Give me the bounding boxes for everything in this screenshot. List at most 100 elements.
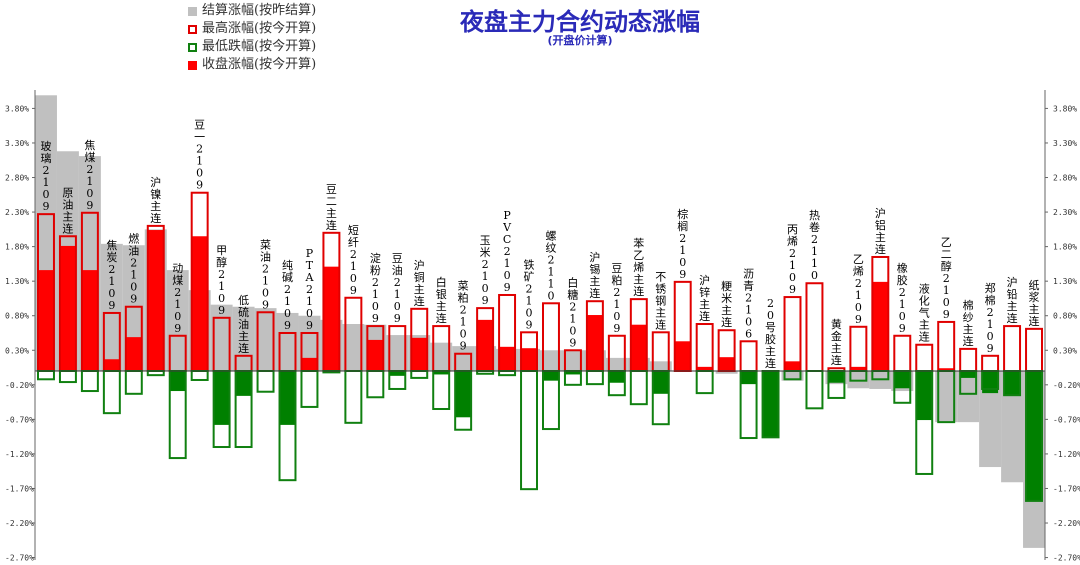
- category-label-char: 2: [174, 286, 181, 299]
- category-label-char: 连: [238, 342, 249, 355]
- category-label-char: 炭: [106, 251, 117, 264]
- category-label-char: 棉: [963, 298, 974, 312]
- category-label-char: 一: [194, 131, 205, 144]
- category-label-char: 1: [42, 176, 49, 189]
- category-label-char: 纱: [963, 311, 974, 324]
- close-bar: [279, 371, 296, 425]
- category-label-char: 2: [196, 143, 203, 156]
- category-label-char: 连: [633, 285, 644, 298]
- category-label-char: 1: [745, 303, 752, 316]
- low-outline-bar: [520, 370, 538, 491]
- category-label-char: 1: [130, 269, 137, 282]
- category-label-char: 1: [789, 259, 796, 272]
- category-label-char: 乙: [941, 236, 952, 249]
- category-label-char: 煤: [172, 274, 183, 287]
- high-outline-bar: [849, 325, 868, 372]
- close-bar: [872, 281, 889, 371]
- legend-item-low: 最低跌幅(按今开算): [188, 38, 316, 56]
- category-label-char: 连: [1029, 315, 1040, 328]
- category-label-char: 0: [811, 269, 818, 282]
- category-label-char: 1: [679, 244, 686, 257]
- category-label-char: 榈: [677, 219, 688, 233]
- category-label-char: 0: [130, 281, 137, 294]
- category-label-char: 0: [679, 256, 686, 269]
- category-label-char: 0: [42, 188, 49, 201]
- low-outline-bar: [585, 370, 604, 386]
- y-tick-label: 3.80%: [1053, 104, 1077, 113]
- category-label-char: 0: [196, 167, 203, 180]
- category-label-char: 9: [262, 298, 269, 311]
- category-label-char: 2: [613, 286, 620, 299]
- high-outline-bar: [981, 354, 1000, 373]
- low-outline-bar: [805, 370, 824, 410]
- legend-swatch-settle: [188, 6, 197, 16]
- settle-bar: [430, 342, 453, 371]
- category-label-char: 二: [941, 248, 952, 261]
- category-label-char: 纤: [348, 236, 359, 249]
- category-label-char: 米: [721, 292, 732, 305]
- category-label-char: 连: [150, 212, 161, 225]
- category-label-char: P: [306, 247, 314, 260]
- legend-item-close: 收盘涨幅(按今开算): [188, 56, 316, 74]
- category-label-char: 1: [943, 284, 950, 297]
- category-label-char: 连: [1007, 312, 1018, 325]
- close-bar: [630, 324, 647, 371]
- category-label-char: 2: [987, 306, 994, 319]
- y-tick-label: 1.80%: [5, 243, 29, 252]
- category-label-char: 9: [569, 336, 576, 349]
- category-label-char: 油: [392, 263, 403, 277]
- category-label-char: 铁: [524, 258, 535, 271]
- legend-label: 结算涨幅(按昨结算): [202, 3, 317, 18]
- low-outline-bar: [190, 370, 209, 381]
- category-label-char: 青: [743, 279, 754, 292]
- category-label-char: 沪: [699, 273, 710, 287]
- category-label-char: T: [306, 259, 314, 272]
- category-label-char: 米: [480, 246, 491, 259]
- category-label-char: 白: [567, 275, 578, 289]
- category-label-char: 镍: [150, 187, 161, 201]
- y-tick-label: -0.20%: [1053, 381, 1080, 390]
- category-label-char: 连: [765, 357, 776, 370]
- close-bar: [564, 371, 581, 375]
- category-label-char: 主: [589, 275, 600, 288]
- low-outline-bar: [366, 370, 385, 399]
- category-label-char: 苯: [633, 236, 644, 250]
- category-label-char: 2: [526, 282, 533, 295]
- category-label-char: A: [304, 271, 314, 284]
- high-outline-bar: [695, 323, 714, 372]
- settle-bar: [386, 335, 409, 371]
- category-label-char: 1: [460, 316, 467, 329]
- legend-swatch-close: [188, 60, 197, 70]
- y-tick-label: 2.80%: [5, 174, 29, 183]
- category-label-char: 1: [482, 270, 489, 283]
- category-label-char: 玻: [40, 140, 51, 153]
- close-bar: [169, 371, 186, 392]
- settle-bar: [979, 371, 1002, 468]
- low-outline-bar: [256, 370, 275, 393]
- category-label-char: 9: [130, 293, 137, 306]
- category-label-char: 9: [372, 312, 379, 325]
- legend-label: 最高涨幅(按今开算): [202, 21, 317, 36]
- category-label-char: 棕: [677, 207, 688, 221]
- category-label-char: 9: [174, 322, 181, 335]
- category-label-char: 2: [569, 300, 576, 313]
- settle-bar: [847, 371, 870, 389]
- settle-bar: [781, 371, 804, 381]
- category-label-char: 主: [765, 345, 776, 358]
- category-label-char: 沥: [743, 267, 754, 280]
- settle-bar: [715, 371, 738, 374]
- category-label-char: 主: [1007, 300, 1018, 313]
- close-bar: [301, 357, 318, 371]
- category-label-char: 9: [943, 308, 950, 321]
- category-label-char: 主: [633, 273, 644, 286]
- category-label-char: 气: [919, 306, 930, 320]
- category-label-char: 玉: [480, 234, 491, 247]
- close-bar: [916, 371, 933, 421]
- legend-swatch-high: [188, 24, 197, 34]
- legend-label: 最低跌幅(按今开算): [202, 39, 317, 54]
- close-bar: [960, 371, 977, 378]
- settle-bar: [210, 304, 233, 371]
- category-label-char: 9: [86, 199, 93, 212]
- category-label-char: 主: [655, 306, 666, 319]
- close-bar: [543, 371, 559, 381]
